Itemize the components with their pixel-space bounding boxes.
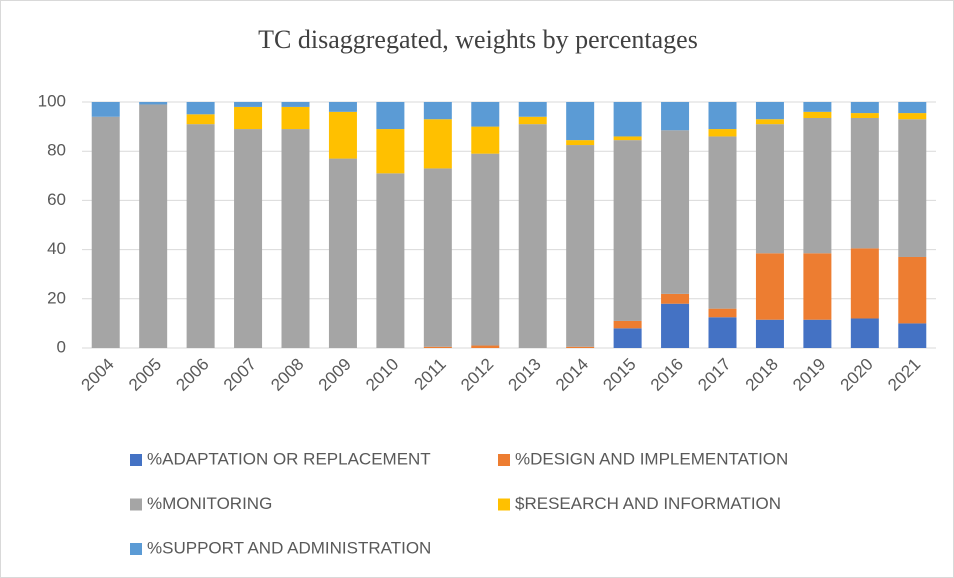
bar-segment [613,320,642,329]
bar-segment [518,116,547,125]
bar-segment [755,119,784,125]
bar-segment [423,346,452,348]
bar-segment [139,102,168,105]
bar-segment [850,117,879,249]
bar-segment [471,102,500,127]
bar-segment [518,102,547,117]
bar-segment [566,140,595,146]
bar-segment [376,129,405,174]
bar-segment [850,248,879,319]
bar-segment [139,104,168,349]
bar-segment [281,129,310,348]
bar-segment [661,303,690,348]
bar-segment [850,113,879,118]
bar-segment [518,124,547,348]
legend-swatch [130,498,142,511]
legend-label: %MONITORING [147,494,272,513]
bar-segment [613,328,642,348]
y-tick-label: 20 [47,288,66,307]
bar-segment [613,102,642,137]
bar-segment [803,319,832,348]
bar-segment [328,102,357,112]
legend-swatch [130,543,142,555]
y-tick-label: 80 [47,141,66,160]
bar-segment [850,318,879,348]
bar-segment [423,102,452,120]
legend-swatch [498,454,510,466]
bar-segment [91,102,120,117]
bar-segment [376,102,405,130]
chart-title: TC disaggregated, weights by percentages [258,25,698,54]
bar-segment [423,168,452,347]
bar-segment [850,102,879,114]
bar-segment [755,253,784,320]
bar-segment [471,153,500,346]
bar-segment [708,317,737,348]
bar-segment [613,136,642,141]
legend-label: %DESIGN AND IMPLEMENTATION [515,449,788,468]
bar-segment [755,319,784,348]
bar-segment [423,119,452,169]
y-tick-label: 40 [47,239,66,258]
bar-segment [471,126,500,154]
y-tick-label: 100 [38,91,66,110]
bar-segment [661,293,690,304]
bar-segment [376,173,405,348]
bar-segment [613,140,642,321]
bar-segment [186,102,215,115]
bar-segment [91,116,120,348]
bar-segment [708,102,737,130]
bar-segment [708,129,737,137]
bar-segment [755,102,784,120]
bar-segment [898,113,927,120]
legend-label: %SUPPORT AND ADMINISTRATION [147,538,431,557]
bar-segment [566,102,595,141]
bar-segment [898,102,927,114]
bar-segment [328,158,357,348]
legend-swatch [130,454,142,466]
y-tick-label: 60 [47,190,66,209]
bar-segment [898,256,927,324]
bar-segment [566,346,595,348]
bar-segment [661,102,690,131]
bar-segment [234,106,263,130]
bar-segment [281,106,310,130]
bar-segment [566,145,595,347]
bar-segment [234,129,263,348]
bar-segment [661,130,690,294]
bar-segment [803,117,832,254]
legend-label: $RESEARCH AND INFORMATION [515,494,781,513]
bar-segment [328,111,357,159]
legend-label: %ADAPTATION OR REPLACEMENT [147,449,431,468]
bar-segment [898,323,927,348]
bar-segment [281,102,310,107]
bar-segment [708,308,737,318]
bar-segment [803,111,832,118]
bar-segment [186,114,215,125]
y-tick-label: 0 [57,337,66,356]
bar-segment [755,124,784,254]
legend-swatch [498,498,510,511]
bar-segment [471,345,500,348]
bar-segment [708,136,737,309]
bar-segment [803,102,832,112]
bar-segment [898,119,927,257]
bar-segment [803,253,832,320]
bar-segment [186,124,215,348]
bar-segment [234,102,263,107]
